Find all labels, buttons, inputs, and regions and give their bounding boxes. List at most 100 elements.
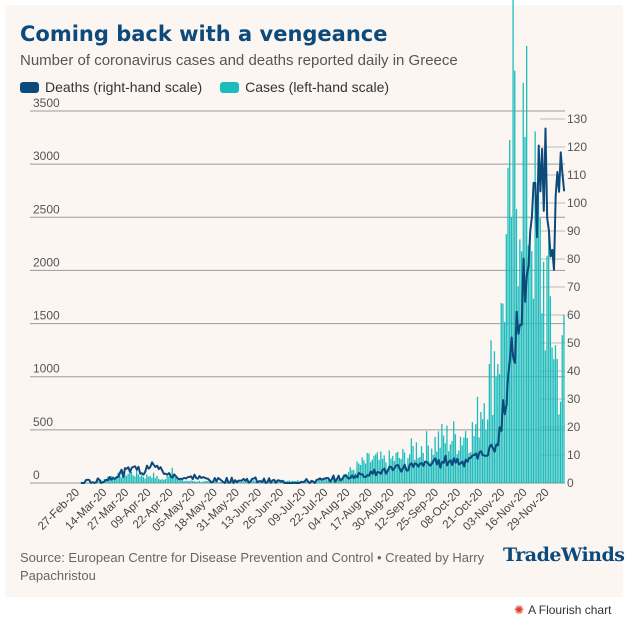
cases-bar: [349, 467, 351, 483]
right-tick-label: 40: [567, 364, 581, 378]
chart-title: Coming back with a vengeance: [20, 22, 388, 46]
flourish-icon: ✺: [514, 603, 525, 617]
cases-bar: [541, 313, 543, 483]
cases-bar: [190, 480, 192, 483]
cases-bar: [532, 298, 535, 483]
cases-bar: [163, 479, 165, 483]
cases-bar: [431, 448, 433, 483]
cases-bar: [549, 296, 552, 483]
cases-bar: [322, 478, 324, 483]
cases-bar: [458, 450, 460, 483]
right-tick-label: 130: [567, 112, 587, 126]
cases-bar: [161, 478, 163, 483]
cases-bar: [198, 480, 201, 483]
left-tick-label: 500: [33, 415, 53, 429]
cases-bar: [337, 479, 340, 483]
right-tick-label: 100: [567, 196, 587, 210]
cases-bar: [470, 452, 472, 483]
cases-bar: [151, 477, 153, 483]
cases-bar: [137, 474, 139, 483]
cases-bar: [386, 469, 389, 483]
legend-item-deaths[interactable]: Deaths (right-hand scale): [20, 79, 202, 95]
cases-bar: [197, 481, 199, 483]
cases-bar: [237, 481, 240, 483]
cases-bar: [542, 261, 545, 483]
cases-bar: [537, 188, 540, 483]
cases-bar: [456, 454, 458, 483]
cases-bar: [454, 434, 457, 483]
flourish-credit[interactable]: ✺ A Flourish chart: [514, 603, 611, 617]
cases-bar: [185, 480, 187, 483]
legend-item-cases[interactable]: Cases (left-hand scale): [220, 79, 389, 95]
left-axis-ticks: 0 500 1000 1500 2000 2500 3000 3500: [33, 96, 60, 482]
cases-bar: [520, 251, 523, 483]
cases-bar: [132, 475, 134, 483]
cases-bar: [181, 479, 184, 483]
cases-bar: [246, 481, 248, 483]
cases-bar: [534, 131, 536, 483]
cases-bar: [147, 476, 150, 483]
cases-bar: [317, 480, 319, 483]
cases-bar: [124, 469, 126, 483]
cases-bar: [146, 474, 148, 483]
cases-bar: [180, 480, 182, 483]
cases-bar: [330, 480, 333, 483]
cases-bar: [129, 472, 131, 483]
cases-bar: [449, 444, 451, 483]
left-tick-label: 2000: [33, 255, 60, 269]
cases-bar: [144, 478, 146, 483]
cases-bar: [481, 419, 484, 483]
cases-bar: [414, 459, 416, 483]
cases-bar: [320, 480, 323, 483]
cases-bar: [291, 480, 294, 483]
cases-bar: [86, 482, 89, 483]
cases-bar: [366, 453, 368, 483]
cases-bar: [486, 419, 489, 483]
cases-bar: [207, 480, 209, 483]
chart-subtitle: Number of coronavirus cases and deaths r…: [20, 52, 458, 69]
cases-bar: [183, 480, 185, 483]
cases-bar: [166, 475, 168, 483]
cases-bar: [558, 414, 560, 483]
cases-bar: [505, 234, 507, 483]
cases-bar: [188, 480, 190, 483]
cases-bar: [173, 475, 175, 483]
cases-bar: [186, 480, 189, 483]
legend-label-deaths: Deaths (right-hand scale): [45, 79, 203, 95]
cases-bar: [217, 482, 219, 483]
cases-bar: [556, 359, 558, 483]
cases-bar: [447, 451, 450, 483]
cases-bars: [81, 0, 565, 484]
cases-bar: [376, 452, 379, 483]
cases-bar: [244, 480, 246, 483]
cases-bar: [176, 477, 178, 483]
cases-bar: [507, 167, 509, 483]
cases-bar: [319, 479, 321, 483]
cases-bar: [193, 481, 195, 483]
cases-bar: [539, 218, 541, 483]
flourish-label: A Flourish chart: [528, 603, 612, 617]
cases-bar: [191, 481, 194, 483]
cases-swatch: [220, 81, 240, 93]
cases-bar: [514, 70, 516, 483]
cases-bar: [239, 482, 241, 483]
cases-bar: [361, 457, 363, 483]
cases-bar: [225, 481, 228, 483]
cases-bar: [115, 478, 117, 483]
cases-bar: [142, 477, 145, 483]
cases-bar: [154, 478, 156, 483]
cases-bar: [139, 476, 141, 483]
cases-bar: [112, 476, 114, 483]
cases-bar: [502, 303, 504, 483]
cases-bar: [251, 480, 253, 483]
right-tick-label: 90: [567, 224, 581, 238]
right-axis-ticks: 0 10 20 30 40 50 60 70 80 90 100 110 120 130: [567, 112, 587, 490]
tradewinds-logo[interactable]: TradeWinds: [503, 544, 625, 566]
cases-bar: [461, 445, 463, 483]
cases-bar: [419, 457, 421, 483]
cases-bar: [441, 423, 443, 483]
cases-bar: [169, 473, 172, 483]
source-note: Source: European Centre for Disease Prev…: [20, 550, 485, 583]
cases-bar: [548, 227, 550, 483]
right-tick-label: 110: [567, 168, 586, 182]
